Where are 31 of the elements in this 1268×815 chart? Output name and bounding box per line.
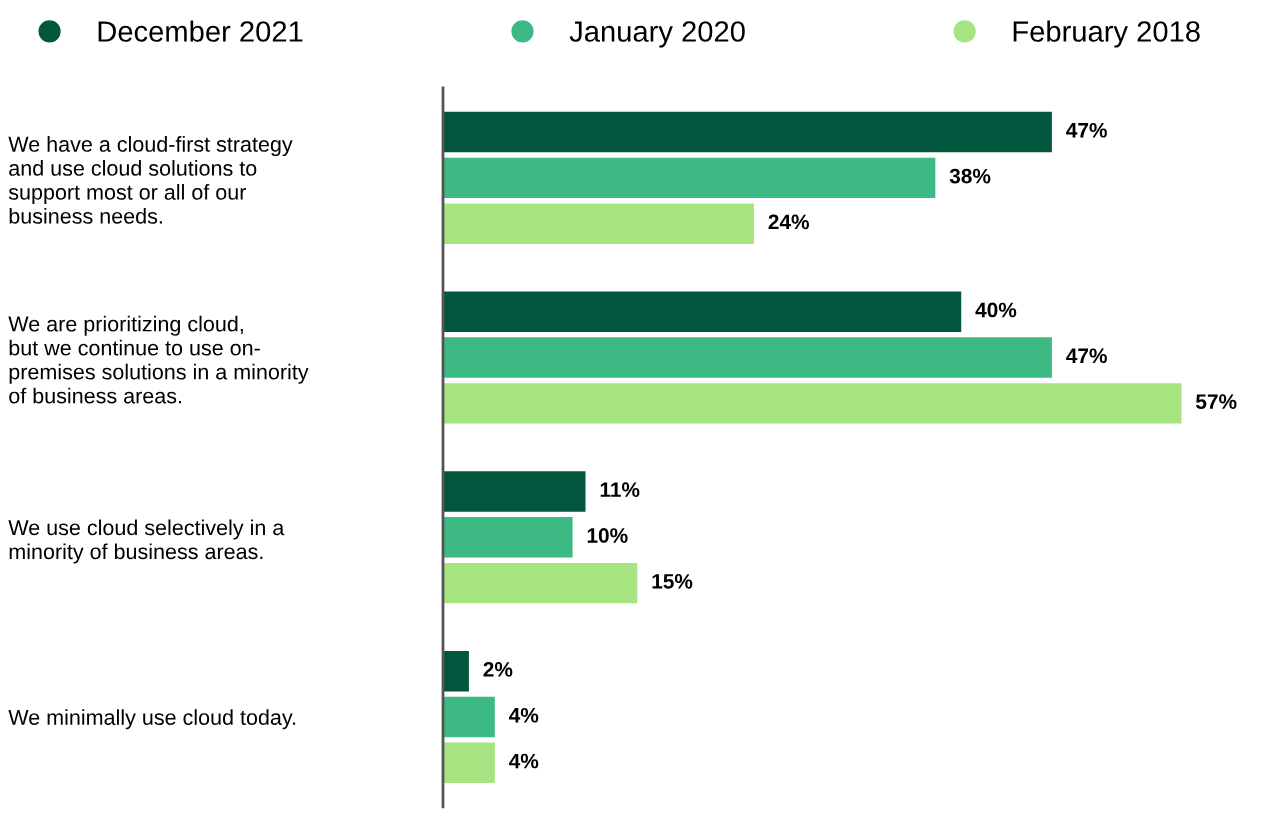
y-tick-label: We minimally use cloud today.	[8, 709, 296, 730]
bar	[443, 337, 1052, 378]
data-label: 4%	[509, 753, 539, 769]
data-label: 4%	[509, 707, 539, 723]
bar	[443, 291, 962, 332]
bar	[443, 157, 936, 199]
bar	[443, 696, 495, 738]
bar	[443, 517, 573, 558]
legend-label: January 2020	[569, 21, 745, 48]
y-tick-label: We have a cloud-first strategy and use cloud solutions to support most or all of our business needs.	[8, 136, 293, 224]
bar	[443, 203, 754, 244]
data-label: 47%	[1066, 348, 1107, 364]
legend-label: February 2018	[1013, 20, 1200, 48]
y-tick-label: We are prioritizing cloud, but we continue to use on- premises solutions in a minority of business areas.	[8, 315, 309, 404]
data-label: 15%	[652, 574, 693, 589]
data-label: 38%	[949, 168, 991, 184]
data-label: 24%	[768, 214, 809, 230]
bar	[443, 383, 1182, 424]
data-label: 2%	[483, 662, 513, 677]
y-tick-label: We use cloud selectively in a minority of business areas.	[8, 519, 285, 564]
bar	[443, 471, 586, 512]
bar	[443, 562, 638, 604]
bar	[443, 742, 495, 784]
data-label: 11%	[600, 482, 640, 497]
data-label: 10%	[587, 528, 628, 543]
data-label: 40%	[975, 302, 1017, 318]
bar	[443, 111, 1052, 153]
data-label: 57%	[1196, 394, 1237, 409]
data-label: 47%	[1066, 122, 1107, 138]
legend-label: December 2021	[98, 20, 303, 42]
bar	[443, 650, 469, 692]
